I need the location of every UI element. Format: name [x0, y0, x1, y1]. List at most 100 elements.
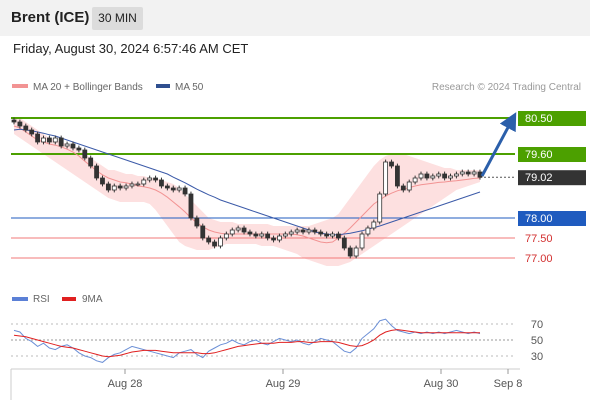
legend-swatch-ma50: [156, 84, 170, 88]
candle-body: [378, 194, 382, 222]
candle-body: [171, 188, 175, 190]
candle-body: [130, 184, 134, 186]
candle-body: [272, 238, 276, 240]
candle-body: [183, 188, 187, 194]
candle-body: [336, 234, 340, 238]
bollinger-band: [14, 118, 480, 266]
candle-body: [36, 134, 40, 142]
candle-body: [283, 234, 287, 236]
x-tick-label: Aug 30: [424, 378, 459, 390]
candle-body: [47, 138, 51, 142]
level-label-79.02: 79.02: [525, 172, 553, 184]
legend-swatch-rsi: [12, 297, 28, 301]
candle-body: [454, 174, 458, 176]
legend-label-ma50: MA 50: [175, 82, 204, 93]
level-label-79.60: 79.60: [525, 149, 553, 161]
candle-body: [443, 174, 447, 178]
candle-body: [419, 174, 423, 178]
candle-body: [71, 144, 75, 148]
candle-body: [307, 230, 311, 232]
candle-body: [266, 234, 270, 238]
candle-body: [53, 138, 57, 142]
candle-body: [30, 130, 34, 134]
candle-body: [77, 148, 81, 150]
candle-body: [325, 234, 329, 236]
candle-body: [425, 174, 429, 178]
rsi-tick-30: 30: [531, 351, 543, 363]
candle-body: [213, 242, 217, 246]
candle-body: [142, 180, 146, 184]
candle-body: [301, 230, 305, 232]
legend-swatch-ma20: [12, 84, 28, 88]
candle-body: [466, 172, 470, 174]
candle-body: [413, 178, 417, 182]
candle-body: [148, 178, 152, 180]
rsi-tick-70: 70: [531, 319, 543, 331]
level-label-77.00: 77.00: [525, 253, 553, 265]
candle-body: [431, 176, 435, 178]
candle-body: [236, 228, 240, 230]
candle-body: [136, 184, 140, 185]
candle-body: [395, 166, 399, 186]
candle-body: [165, 186, 169, 188]
x-tick-label: Aug 29: [266, 378, 301, 390]
candle-body: [218, 238, 222, 246]
legend-label-ma20: MA 20 + Bollinger Bands: [33, 82, 143, 93]
candle-body: [248, 232, 252, 234]
rsi-tick-50: 50: [531, 335, 543, 347]
rsi-panel: RSI 9MA 70 50 30: [11, 294, 543, 363]
candle-body: [348, 248, 352, 256]
candle-body: [112, 186, 116, 190]
legend-swatch-rsi-ma: [62, 297, 76, 301]
candle-body: [401, 186, 405, 190]
candle-body: [177, 188, 181, 190]
candle-body: [366, 228, 370, 234]
candle-body: [24, 126, 28, 130]
time-axis: Aug 28 Aug 29 Aug 30 Sep 8: [11, 369, 522, 400]
candle-body: [449, 176, 453, 178]
candle-body: [106, 184, 110, 190]
candle-body: [342, 238, 346, 248]
candle-body: [313, 230, 317, 232]
copyright-text: Research © 2024 Trading Central: [432, 82, 581, 93]
candle-body: [407, 182, 411, 190]
candle-body: [89, 158, 93, 166]
x-tick-label: Aug 28: [108, 378, 143, 390]
candle-body: [230, 230, 234, 234]
candle-body: [390, 162, 394, 166]
level-label-78.00: 78.00: [525, 213, 553, 225]
candle-body: [289, 232, 293, 234]
candle-body: [195, 218, 199, 226]
candle-body: [354, 248, 358, 256]
candle-body: [372, 222, 376, 228]
forecast-arrow: [482, 120, 512, 176]
candle-body: [460, 172, 464, 174]
legend-label-rsi: RSI: [33, 294, 50, 305]
level-label-80.50: 80.50: [525, 113, 553, 125]
legend-label-rsi-ma: 9MA: [82, 294, 103, 305]
candle-body: [207, 238, 211, 242]
candle-body: [189, 194, 193, 218]
candle-body: [201, 226, 205, 238]
candle-body: [384, 162, 388, 194]
candle-body: [65, 144, 69, 146]
candle-body: [277, 236, 281, 240]
candle-body: [41, 138, 45, 142]
candle-body: [224, 234, 228, 238]
candle-body: [18, 122, 22, 126]
candle-body: [100, 178, 104, 184]
candle-body: [437, 174, 441, 176]
candle-body: [260, 234, 264, 236]
candle-body: [360, 234, 364, 248]
price-panel: MA 20 + Bollinger Bands MA 50 Research © 2…: [11, 82, 586, 266]
candle-body: [118, 186, 122, 188]
candle-body: [124, 186, 128, 188]
candle-body: [295, 230, 299, 232]
candle-body: [83, 150, 87, 158]
candle-body: [319, 232, 323, 234]
candle-body: [154, 178, 158, 180]
candle-body: [472, 172, 476, 174]
candle-body: [12, 120, 16, 122]
candle-body: [59, 138, 63, 146]
